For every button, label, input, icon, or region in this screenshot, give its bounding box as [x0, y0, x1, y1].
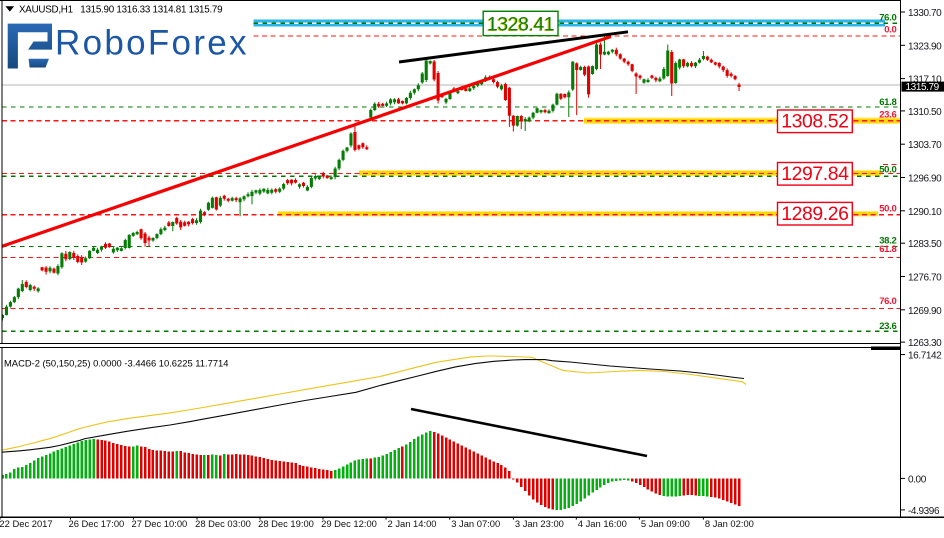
- svg-text:1263.30: 1263.30: [908, 338, 942, 349]
- svg-text:1310.50: 1310.50: [908, 107, 942, 118]
- svg-text:1296.90: 1296.90: [908, 174, 942, 185]
- svg-text:XAUUSD,H1 1315.90 1316.33 13: XAUUSD,H1 1315.90 1316.33 1314.81 1315.7…: [19, 4, 222, 15]
- svg-text:76.0: 76.0: [879, 13, 896, 24]
- svg-text:76.0: 76.0: [879, 296, 896, 307]
- svg-text:-4.9396: -4.9396: [908, 506, 940, 517]
- svg-text:1276.70: 1276.70: [908, 273, 942, 284]
- svg-text:23.6: 23.6: [879, 321, 896, 332]
- svg-text:1290.10: 1290.10: [908, 207, 942, 218]
- svg-text:1323.90: 1323.90: [908, 41, 942, 52]
- svg-text:23.6: 23.6: [879, 109, 896, 120]
- svg-text:26 Dec 17:00: 26 Dec 17:00: [69, 518, 125, 529]
- svg-text:28 Dec 03:00: 28 Dec 03:00: [195, 518, 251, 529]
- svg-text:3 Jan 23:00: 3 Jan 23:00: [515, 518, 564, 529]
- svg-text:5 Jan 09:00: 5 Jan 09:00: [641, 518, 690, 529]
- svg-text:4 Jan 16:00: 4 Jan 16:00: [578, 518, 627, 529]
- svg-text:0.0: 0.0: [884, 24, 896, 35]
- svg-text:1289.26: 1289.26: [781, 203, 848, 225]
- svg-text:28 Dec 19:00: 28 Dec 19:00: [258, 518, 314, 529]
- svg-text:61.8: 61.8: [879, 97, 896, 108]
- svg-text:2 Jan 14:00: 2 Jan 14:00: [388, 518, 437, 529]
- svg-text:1328.41: 1328.41: [487, 13, 554, 35]
- svg-text:1269.90: 1269.90: [908, 306, 942, 317]
- svg-text:1297.84: 1297.84: [781, 163, 849, 185]
- svg-text:1317.10: 1317.10: [908, 75, 942, 86]
- svg-text:1330.70: 1330.70: [908, 8, 942, 19]
- svg-text:RoboForex: RoboForex: [55, 24, 249, 63]
- svg-text:29 Dec 12:00: 29 Dec 12:00: [321, 518, 377, 529]
- svg-text:61.8: 61.8: [879, 244, 896, 255]
- svg-text:50.0: 50.0: [879, 203, 896, 214]
- svg-text:8 Jan 02:00: 8 Jan 02:00: [705, 518, 754, 529]
- svg-text:38.2: 38.2: [879, 235, 896, 246]
- svg-text:MACD-2 (50,150,25) 0.0000 -3.4: MACD-2 (50,150,25) 0.0000 -3.4466 10.622…: [4, 358, 228, 369]
- svg-text:16.7142: 16.7142: [908, 351, 942, 362]
- svg-text:3 Jan 07:00: 3 Jan 07:00: [451, 518, 500, 529]
- svg-text:1328.41: 1328.41: [486, 14, 553, 36]
- svg-text:1315.79: 1315.79: [906, 82, 940, 93]
- svg-text:1303.70: 1303.70: [908, 140, 942, 151]
- svg-text:1308.52: 1308.52: [781, 110, 848, 132]
- svg-text:50.0: 50.0: [879, 164, 896, 175]
- svg-text:0.00: 0.00: [908, 474, 927, 485]
- svg-text:27 Dec 10:00: 27 Dec 10:00: [132, 518, 188, 529]
- svg-text:22 Dec 2017: 22 Dec 2017: [0, 518, 53, 529]
- svg-text:1283.50: 1283.50: [908, 239, 942, 250]
